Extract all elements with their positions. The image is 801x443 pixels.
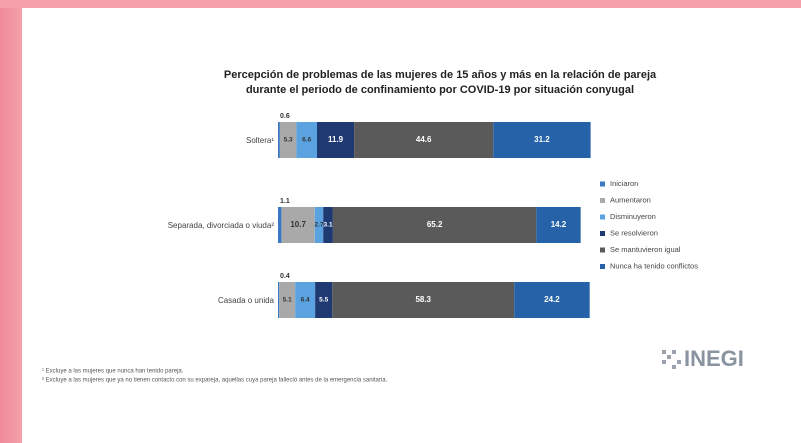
bar-segment: [317, 122, 355, 158]
logo-icon: [662, 350, 681, 369]
bar-segment: [332, 207, 537, 243]
bar-segment: [295, 282, 316, 318]
value-label: 5.3: [284, 137, 293, 144]
bar-segment: [354, 122, 494, 158]
value-label: 6.6: [302, 137, 311, 144]
value-label: 3.1: [324, 222, 333, 229]
legend-label: Se mantuvieron igual: [610, 245, 681, 254]
bar-segment: [281, 207, 315, 243]
value-label: 10.7: [290, 220, 306, 229]
value-label: 11.9: [328, 135, 344, 144]
bar-segment: [279, 282, 296, 318]
bar-segment: [493, 122, 591, 158]
legend-swatch: [600, 214, 605, 220]
legend-swatch: [600, 181, 605, 187]
footnote: ¹ Excluye a las mujeres que nunca han te…: [42, 369, 184, 375]
legend-label: Nunca ha tenido conflictos: [610, 261, 698, 270]
bar-segment: [296, 122, 317, 158]
bar-segment: [315, 282, 333, 318]
bar-segment: [514, 282, 590, 318]
legend-swatch: [600, 198, 605, 203]
bar-segment: [536, 207, 581, 243]
value-label: 1.1: [280, 198, 290, 205]
bar-segment: [278, 207, 282, 243]
value-label: 58.3: [415, 295, 431, 304]
legend-swatch: [600, 231, 605, 236]
category-label: Soltera¹: [245, 135, 274, 145]
legend-label: Aumentaron: [610, 195, 651, 204]
value-label: 65.2: [427, 220, 443, 229]
chart-title: Percepción de problemas de las mujeres d…: [224, 69, 657, 81]
legend-swatch: [600, 264, 605, 269]
value-label: 2.7: [315, 222, 324, 229]
value-label: 0.4: [280, 273, 290, 280]
value-label: 31.2: [534, 135, 550, 144]
legend-label: Disminuyeron: [610, 212, 656, 221]
value-label: 44.6: [416, 135, 432, 144]
bar-segment: [279, 122, 297, 158]
value-label: 14.2: [551, 220, 567, 229]
top-band: [0, 0, 801, 8]
value-label: 5.1: [283, 297, 292, 304]
bar-segment: [278, 282, 280, 318]
bar-segment: [278, 122, 280, 158]
bar-segment: [332, 282, 515, 318]
legend-label: Iniciaron: [610, 179, 638, 188]
legend-swatch: [600, 247, 605, 253]
bar-segment: [323, 207, 333, 243]
value-label: 0.6: [280, 113, 290, 120]
category-label: Separada, divorciada o viuda²: [167, 220, 274, 230]
logo: INEGI: [684, 346, 744, 371]
legend-label: Se resolvieron: [610, 228, 658, 237]
category-label: Casada o unida: [217, 295, 274, 305]
chart-title: durante el periodo de confinamiento por …: [246, 84, 634, 96]
value-label: 5.5: [319, 297, 328, 304]
bar-segment: [314, 207, 324, 243]
footnote: ² Excluye a las mujeres que ya no tienen…: [42, 378, 388, 384]
value-label: 6.4: [301, 297, 310, 304]
value-label: 24.2: [544, 295, 560, 304]
